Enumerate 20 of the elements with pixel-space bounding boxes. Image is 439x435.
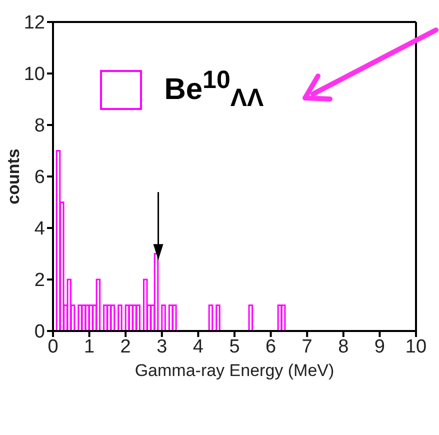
x-tick-label: 1 xyxy=(84,336,95,358)
x-axis-title: Gamma-ray Energy (MeV) xyxy=(134,361,334,380)
x-tick-label: 4 xyxy=(192,336,204,358)
y-tick-label: 2 xyxy=(34,270,45,292)
x-tick-label: 7 xyxy=(302,336,312,358)
y-axis-title: counts xyxy=(4,148,24,204)
y-tick-label: 12 xyxy=(24,12,45,34)
y-tick-label: 6 xyxy=(34,167,45,188)
x-tick-label: 8 xyxy=(338,336,349,358)
x-tick-label: 6 xyxy=(266,336,276,358)
y-tick-label: 0 xyxy=(34,322,45,343)
x-tick-label: 2 xyxy=(120,336,131,358)
x-tick-label: 10 xyxy=(405,336,427,358)
y-tick-label: 10 xyxy=(24,64,45,86)
y-tick-label: 8 xyxy=(34,116,45,137)
x-tick-label: 5 xyxy=(229,336,240,358)
x-tick-label: 3 xyxy=(156,336,168,358)
x-tick-label: 9 xyxy=(374,336,385,358)
y-tick-label: 4 xyxy=(34,218,46,240)
x-tick-label: 0 xyxy=(48,336,58,358)
